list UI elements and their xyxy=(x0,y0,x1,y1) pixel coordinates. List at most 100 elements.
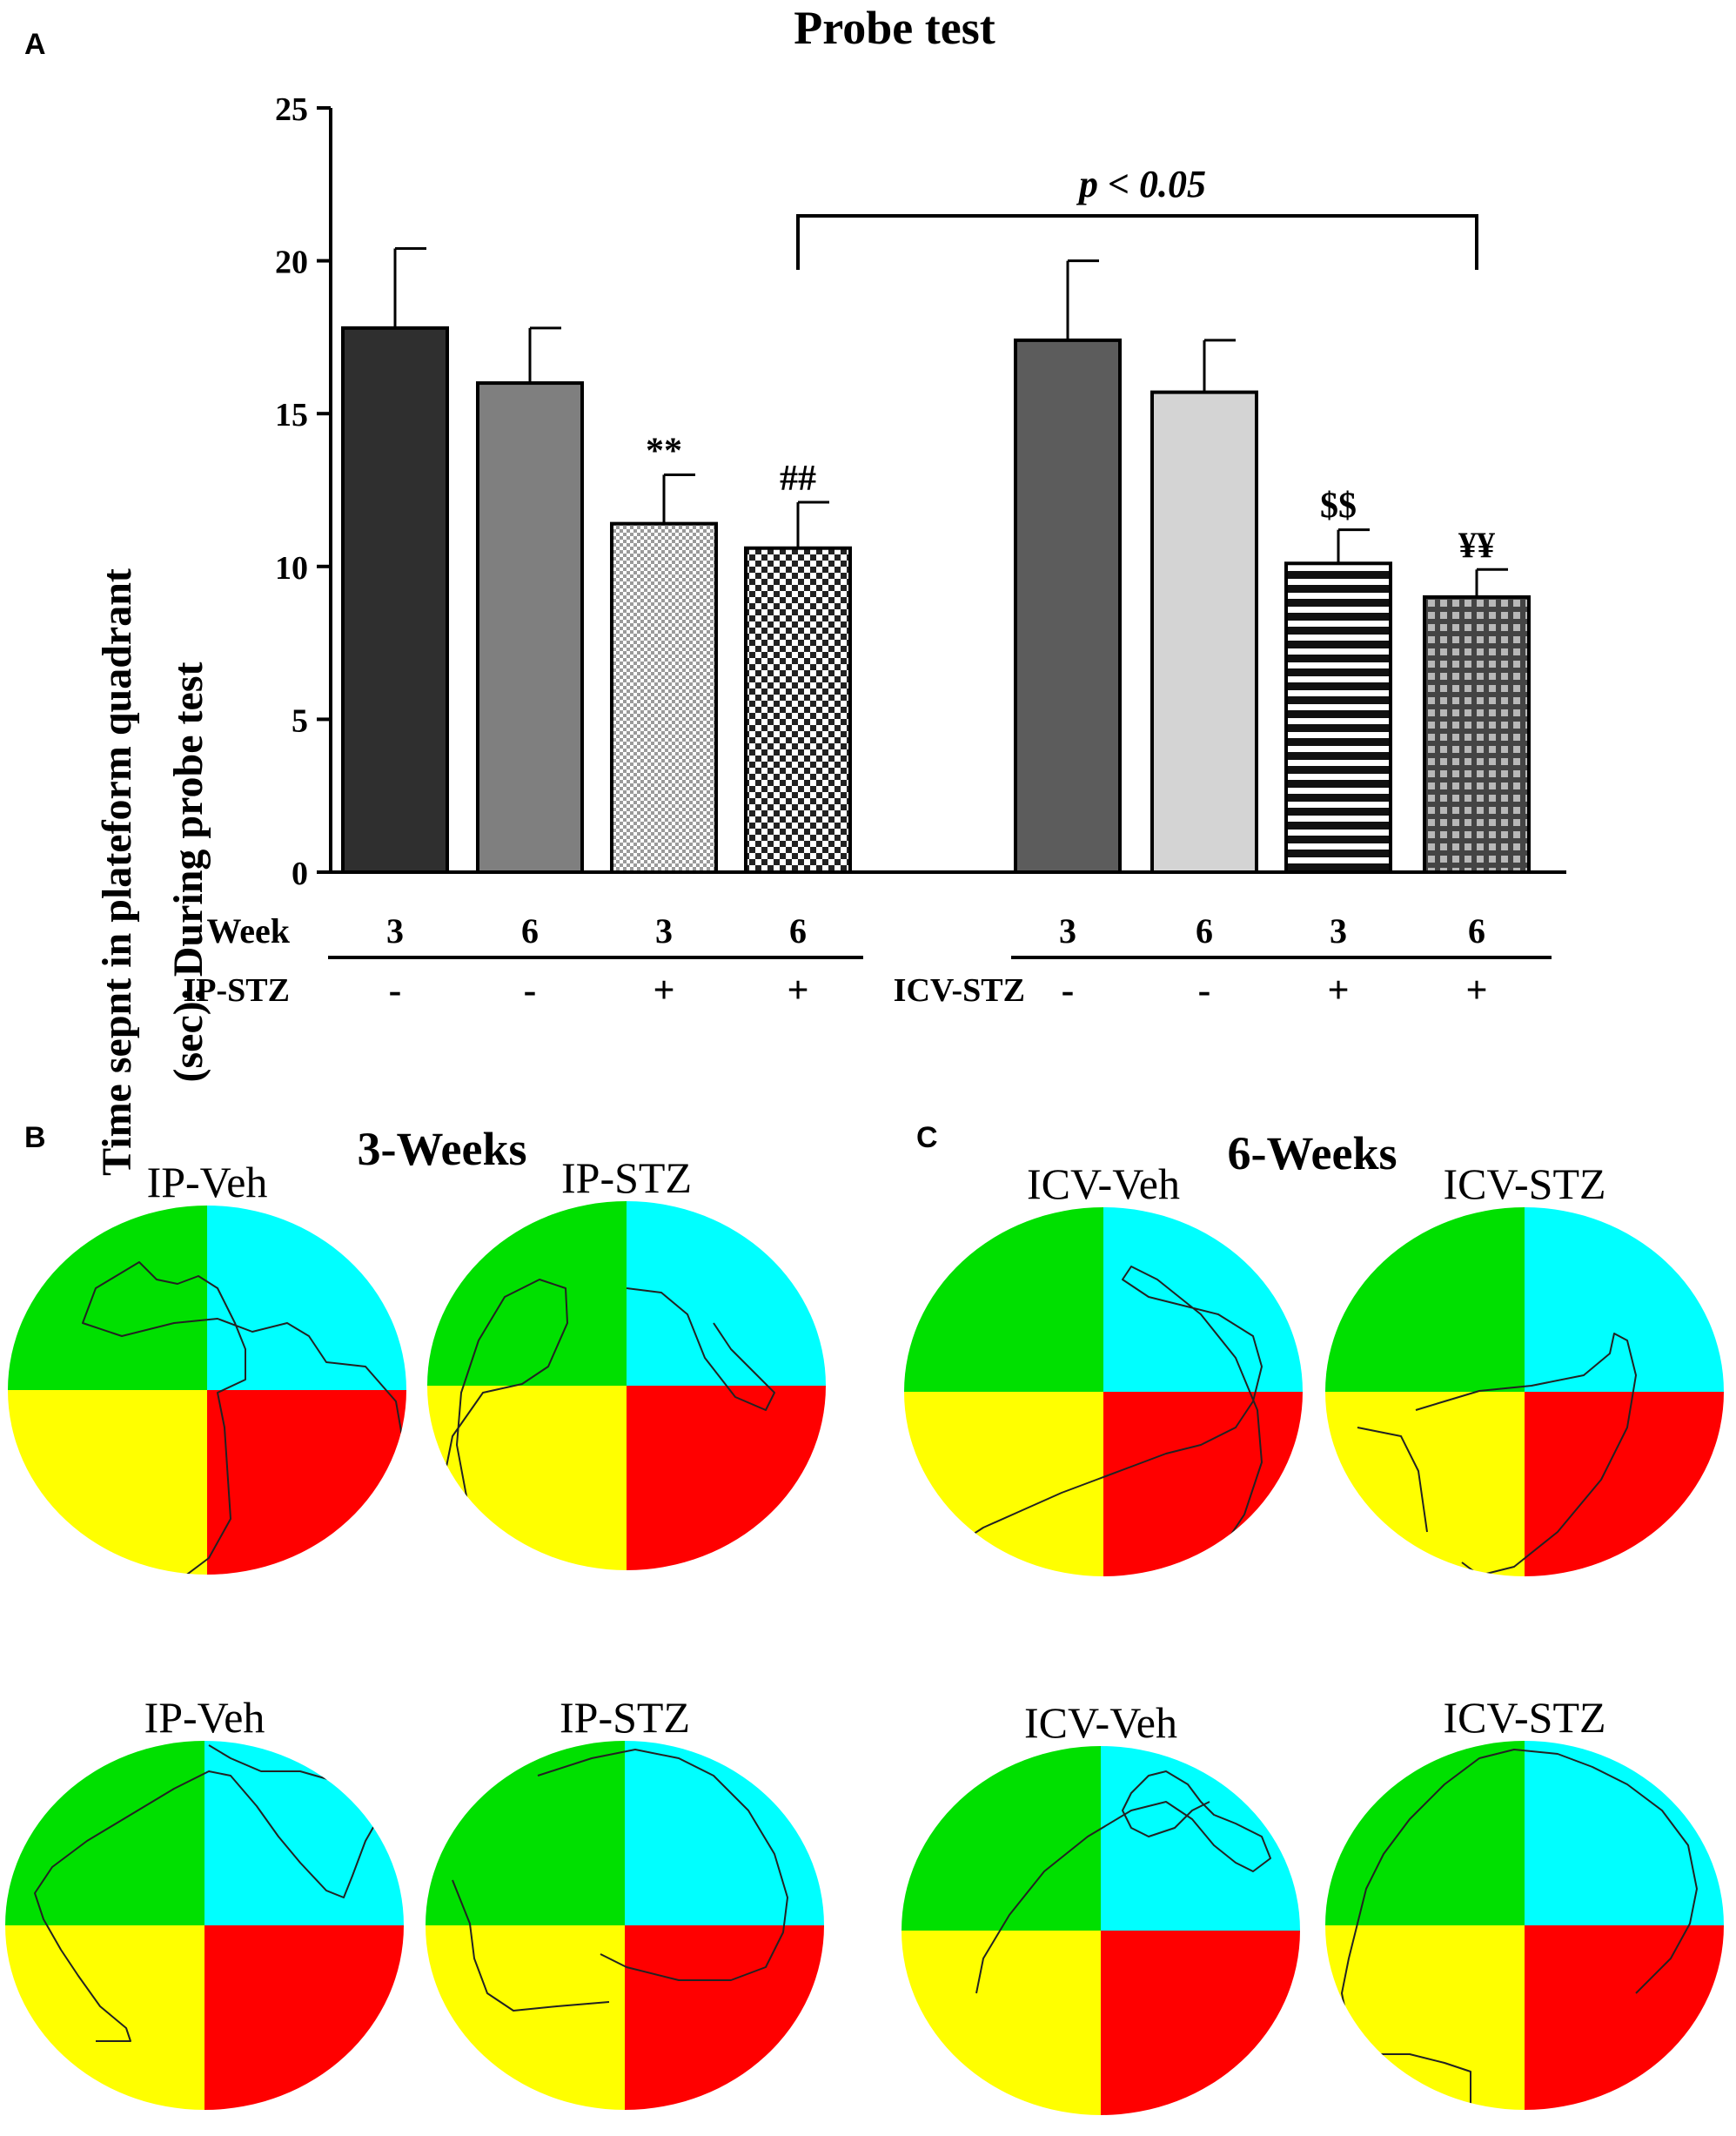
quadrant-top-right xyxy=(1525,1207,1724,1392)
water-maze-pool xyxy=(904,1207,1303,1576)
stz-sign-label: - xyxy=(1062,969,1075,1011)
quadrant-bottom-right xyxy=(627,1386,826,1570)
stz-sign-label: + xyxy=(787,969,808,1011)
pool-label: ICV-STZ xyxy=(1443,1693,1605,1742)
pool-label: IP-Veh xyxy=(144,1693,265,1742)
bar-icv-stz-week3-stz xyxy=(1284,561,1392,875)
bar-ip-stz-week3-stz xyxy=(610,521,718,875)
significance-mark: ** xyxy=(646,431,682,471)
quadrant-bottom-left xyxy=(1325,1392,1525,1576)
quadrant-bottom-right xyxy=(1525,1925,1724,2110)
y-tick-label: 0 xyxy=(292,856,308,892)
quadrant-top-left xyxy=(8,1206,207,1390)
pool-label: ICV-Veh xyxy=(1027,1159,1180,1208)
water-maze-pool xyxy=(427,1201,826,1570)
quadrant-top-right xyxy=(204,1741,404,1925)
week-value-label: 6 xyxy=(1196,911,1213,950)
water-maze-pool xyxy=(1325,1741,1724,2110)
pool-label: IP-STZ xyxy=(561,1153,692,1202)
quadrant-bottom-right xyxy=(625,1925,824,2110)
week-value-label: 3 xyxy=(1059,911,1076,950)
icv-stz-row-label: ICV-STZ xyxy=(894,972,1025,1009)
stz-sign-label: + xyxy=(1465,969,1487,1011)
panel-c-label: C xyxy=(916,1121,938,1154)
chart-title: Probe test xyxy=(794,2,995,54)
y-axis-label-line2: (sec): During probe test xyxy=(165,662,211,1082)
swim-path xyxy=(965,1266,1263,1559)
water-maze-pool xyxy=(1325,1207,1724,1576)
quadrant-bottom-left xyxy=(902,1931,1101,2115)
quadrant-top-left xyxy=(1325,1741,1525,1925)
y-axis-label-line1: Time sepnt in plateform quadrant xyxy=(94,568,140,1176)
bar-icv-stz-week6-veh xyxy=(1150,390,1258,874)
bar-icv-stz-week6-stz xyxy=(1423,594,1531,874)
quadrant-top-right xyxy=(1101,1746,1300,1931)
quadrant-top-left xyxy=(1325,1207,1525,1392)
swim-path xyxy=(82,1261,403,1575)
quadrant-top-right xyxy=(1525,1741,1724,1925)
pool-label: IP-Veh xyxy=(147,1158,268,1206)
quadrant-bottom-left xyxy=(904,1392,1103,1576)
panel-b-label: B xyxy=(24,1121,46,1154)
y-tick-label: 25 xyxy=(275,91,308,128)
week-row-label: Week xyxy=(206,911,290,950)
quadrant-bottom-left xyxy=(427,1386,627,1570)
quadrant-top-right xyxy=(627,1201,826,1386)
water-maze-pool xyxy=(8,1206,406,1575)
stz-sign-label: + xyxy=(653,969,674,1011)
swim-tracks: IP-Veh IP-STZ ICV-Veh ICV-STZ IP-Veh IP-STZ IC… xyxy=(5,1153,1724,2115)
quadrant-bottom-right xyxy=(207,1390,406,1575)
water-maze-pool xyxy=(426,1741,824,2110)
quadrant-top-right xyxy=(207,1206,406,1390)
comparison-label: p < 0.05 xyxy=(1076,163,1206,205)
quadrant-top-left xyxy=(902,1746,1101,1931)
quadrant-bottom-right xyxy=(1101,1931,1300,2115)
water-maze-pool xyxy=(902,1746,1300,2115)
quadrant-bottom-right xyxy=(1525,1392,1724,1576)
quadrant-top-right xyxy=(1103,1207,1303,1392)
stz-sign-label: - xyxy=(1198,969,1211,1011)
bar-ip-stz-week6-stz xyxy=(744,546,852,875)
water-maze-pool xyxy=(5,1741,404,2110)
significance-mark: $$ xyxy=(1320,487,1357,527)
swim-path xyxy=(975,1770,1271,1994)
quadrant-bottom-right xyxy=(204,1925,404,2110)
quadrant-top-left xyxy=(904,1207,1103,1392)
y-tick-label: 10 xyxy=(275,550,308,587)
panel-a-label: A xyxy=(24,28,46,61)
quadrant-top-right xyxy=(625,1741,824,1925)
stz-sign-label: + xyxy=(1327,969,1349,1011)
quadrant-top-left xyxy=(426,1741,625,1925)
swim-path xyxy=(452,1749,788,2012)
week-value-label: 6 xyxy=(521,911,539,950)
quadrant-bottom-left xyxy=(1325,1925,1525,2110)
pool-label: ICV-STZ xyxy=(1443,1159,1605,1208)
week-value-label: 6 xyxy=(1468,911,1485,950)
pool-label: ICV-Veh xyxy=(1024,1698,1177,1747)
panel-b-title: 3-Weeks xyxy=(358,1123,527,1175)
quadrant-bottom-left xyxy=(8,1390,207,1575)
quadrant-bottom-left xyxy=(426,1925,625,2110)
quadrant-top-left xyxy=(427,1201,627,1386)
bar-ip-stz-week3-veh xyxy=(341,326,449,874)
y-tick-label: 20 xyxy=(275,245,308,281)
significance-mark: ¥¥ xyxy=(1458,526,1495,566)
panel-c-title: 6-Weeks xyxy=(1228,1127,1398,1179)
pool-label: IP-STZ xyxy=(560,1693,690,1742)
quadrant-bottom-right xyxy=(1103,1392,1303,1576)
swim-path xyxy=(1357,1333,1637,1576)
comparison-bracket xyxy=(796,214,1478,270)
stz-sign-label: - xyxy=(524,969,537,1011)
bar-icv-stz-week3-veh xyxy=(1014,338,1122,874)
quadrant-top-left xyxy=(5,1741,204,1925)
y-tick-label: 5 xyxy=(292,702,308,739)
ip-stz-row-label: IP-STZ xyxy=(184,972,290,1009)
stz-sign-label: - xyxy=(389,969,402,1011)
week-value-label: 3 xyxy=(1330,911,1347,950)
bar-ip-stz-week6-veh xyxy=(476,381,584,874)
quadrant-bottom-left xyxy=(5,1925,204,2110)
week-value-label: 6 xyxy=(789,911,807,950)
week-value-label: 3 xyxy=(655,911,673,950)
